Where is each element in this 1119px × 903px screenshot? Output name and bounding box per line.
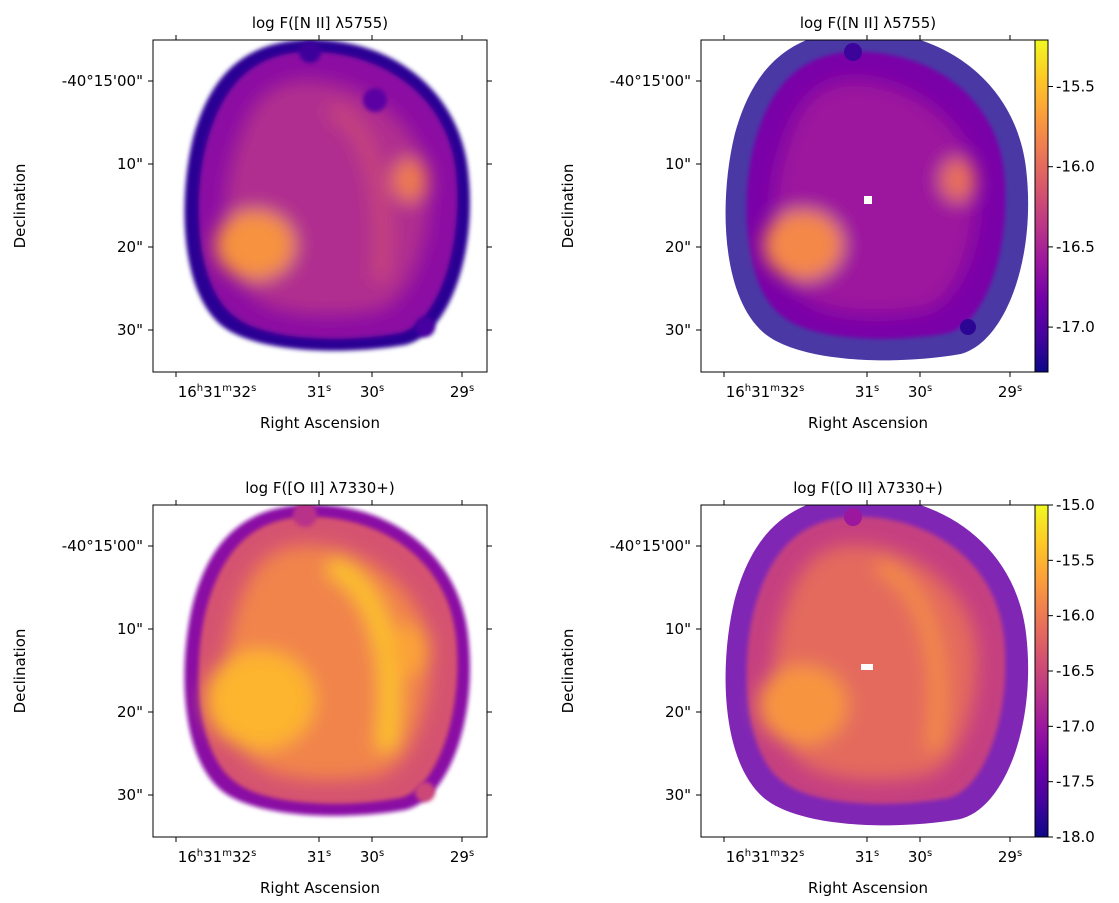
panel-title: log F([O II] λ7330+) [793,479,942,497]
colorbar-tick-label: -17.0 [1056,318,1095,336]
y-axis-label: Declination [559,629,577,714]
colorbar-tick-label: -16.5 [1056,662,1095,680]
colorbar-tick-label: -16.0 [1056,158,1095,176]
x-axis-label: Right Ascension [260,414,380,432]
image [184,505,470,816]
y-tick-label: 30" [665,321,691,339]
y-tick-label: 20" [665,703,691,721]
panel: log F([N II] λ5755) Right Ascension Declin… [11,14,492,432]
x-tick-label: 31s [307,383,331,401]
x-tick-label: 16h31m32s [726,383,805,401]
colorbar-tick-label: -18.0 [1056,828,1095,846]
x-tick-label: 31s [307,848,331,866]
x-axis-label: Right Ascension [808,879,928,897]
axes-frame [152,39,488,373]
x-tick-label: 30s [360,383,384,401]
x-tick-label: 16h31m32s [178,383,257,401]
y-tick-label: 20" [117,238,143,256]
x-tick-label: 31s [855,383,879,401]
x-tick-label: 30s [360,848,384,866]
colorbar-tick-label: -16.0 [1056,607,1095,625]
y-tick-label: 30" [117,786,143,804]
colorbar [1034,39,1049,373]
y-tick-label: 30" [117,321,143,339]
colorbar-tick-label: -16.5 [1056,238,1095,256]
panel-title: log F([N II] λ5755) [252,14,388,32]
y-tick-label: -40°15'00" [62,72,143,90]
colorbar [1034,504,1049,838]
axes-frame [152,504,488,838]
x-tick-label: 30s [908,383,932,401]
y-tick-label: 10" [117,620,143,638]
y-tick-label: 30" [665,786,691,804]
panel: log F([O II] λ7330+) Right Ascension Decli… [11,479,492,897]
x-tick-label: 30s [908,848,932,866]
colorbar-tick-label: -15.5 [1056,78,1095,96]
image [184,40,470,351]
y-axis-label: Declination [11,164,29,249]
x-axis-label: Right Ascension [808,414,928,432]
panel: log F([O II] λ7330+) Right Ascension Decli… [559,479,1095,897]
colorbar-tick-label: -17.0 [1056,717,1095,735]
x-tick-label: 29s [998,383,1022,401]
x-tick-label: 29s [998,848,1022,866]
y-tick-label: -40°15'00" [610,537,691,555]
colorbar-tick-label: -15.5 [1056,551,1095,569]
x-axis-label: Right Ascension [260,879,380,897]
x-tick-label: 29s [450,848,474,866]
panel-title: log F([N II] λ5755) [800,14,936,32]
colorbar-tick-label: -15.0 [1056,496,1095,514]
x-tick-label: 16h31m32s [178,848,257,866]
panel: log F([N II] λ5755) Right Ascension Declin… [559,14,1095,432]
x-tick-label: 29s [450,383,474,401]
y-tick-label: 10" [665,155,691,173]
image [725,40,1029,361]
y-axis-label: Declination [11,629,29,714]
y-tick-label: -40°15'00" [610,72,691,90]
y-tick-label: 10" [117,155,143,173]
y-axis-label: Declination [559,164,577,249]
y-tick-label: -40°15'00" [62,537,143,555]
y-tick-label: 20" [665,238,691,256]
image [725,505,1029,826]
y-tick-label: 10" [665,620,691,638]
x-tick-label: 16h31m32s [726,848,805,866]
x-tick-label: 31s [855,848,879,866]
colorbar-tick-label: -17.5 [1056,773,1095,791]
y-tick-label: 20" [117,703,143,721]
panel-title: log F([O II] λ7330+) [245,479,394,497]
